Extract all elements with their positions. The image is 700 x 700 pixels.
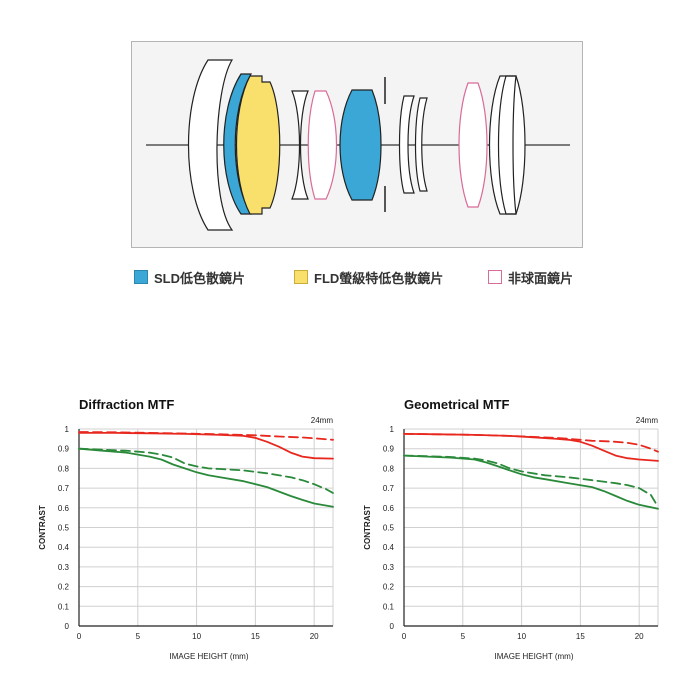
chart-2-y-tick-label: 0 [390,622,395,631]
lens-element-1 [187,59,234,231]
chart-2-y-axis-label: CONTRAST [363,505,372,550]
chart-2-title: Geometrical MTF [404,397,510,412]
chart-1-x-tick-label: 0 [77,632,82,641]
chart-1-y-tick-label: 0 [65,622,70,631]
chart-2-x-tick-label: 10 [517,632,526,641]
chart-2-y-tick-label: 0.6 [383,504,395,513]
chart-2-y-tick-label: 0.8 [383,464,395,473]
chart-2-focal-length: 24mm [636,416,659,425]
legend-sld-label: SLD低色散鏡片 [154,270,246,286]
chart-1-y-tick-label: 0.8 [58,464,70,473]
chart-2-y-tick-label: 0.1 [383,602,395,611]
chart-2-y-tick-label: 0.7 [383,484,395,493]
chart-2-x-tick-label: 5 [461,632,466,641]
legend-aspherical-label: 非球面鏡片 [508,270,574,286]
chart-1-y-tick-label: 0.9 [58,445,70,454]
chart-2-y-tick-label: 0.3 [383,563,395,572]
chart-2-series-3-line [403,454,659,510]
lens-element-3-fld [235,75,281,215]
chart-2-x-tick-label: 20 [635,632,644,641]
mtf-chart-2: Geometrical MTF 24mm 0 0.1 0.2 0.3 0.4 0.5 0.6 0.… [363,397,659,661]
chart-1-x-tick-label: 20 [310,632,319,641]
chart-1-x-tick-label: 15 [251,632,260,641]
chart-1-y-tick-label: 0.4 [58,543,70,552]
chart-1-x-axis-label: IMAGE HEIGHT (mm) [170,652,249,661]
legend-fld: FLD螢級特低色散鏡片 [294,268,443,286]
chart-1-y-tick-label: 0.3 [58,563,70,572]
chart-2-y-tick-label: 0.9 [383,445,395,454]
lens-element-5-aspherical [307,90,338,200]
lens-element-4 [291,90,309,200]
chart-2-y-tick-label: 1 [390,425,395,434]
lens-element-6-sld [339,89,382,201]
chart-1-series-2-line [78,431,334,441]
chart-1-x-tick-label: 5 [136,632,141,641]
legend-aspherical: 非球面鏡片 [488,268,573,286]
chart-2-y-tick-label: 0.5 [383,524,395,533]
chart-2-y-tick-label: 0.2 [383,583,395,592]
chart-2-x-tick-label: 15 [576,632,585,641]
chart-1-series-3-line [78,447,334,508]
lens-element-9-aspherical [458,82,488,208]
chart-2-y-tick-label: 0.4 [383,543,395,552]
chart-1-series-4-line [78,447,334,494]
chart-1-y-tick-label: 0.1 [58,602,70,611]
chart-1-focal-length: 24mm [311,416,334,425]
chart-1-x-tick-label: 10 [192,632,201,641]
chart-2-series-2-line [403,433,659,453]
chart-2-series-4-line [403,454,659,508]
chart-1-y-tick-label: 0.6 [58,504,70,513]
legend-sld: SLD低色散鏡片 [134,268,245,286]
lens-element-11 [497,75,517,215]
chart-1-y-tick-label: 0.5 [58,524,70,533]
chart-1-y-tick-label: 0.7 [58,484,70,493]
chart-2-x-axis-label: IMAGE HEIGHT (mm) [495,652,574,661]
chart-2-x-tick-label: 0 [402,632,407,641]
legend-aspherical-swatch [488,270,502,284]
chart-1-y-tick-label: 0.2 [58,583,70,592]
legend-sld-swatch [134,270,148,284]
lens-diagram [131,41,583,248]
lens-element-7 [398,95,415,194]
lens-element-8 [414,97,428,192]
chart-1-y-axis-label: CONTRAST [38,505,47,550]
legend-fld-label: FLD螢級特低色散鏡片 [314,270,444,286]
chart-1-title: Diffraction MTF [79,397,174,412]
mtf-chart-1: Diffraction MTF 24mm 0 0.1 0.2 0.3 0.4 0.5 0.6 0.… [38,397,334,661]
chart-1-y-tick-label: 1 [65,425,70,434]
legend-fld-swatch [294,270,308,284]
